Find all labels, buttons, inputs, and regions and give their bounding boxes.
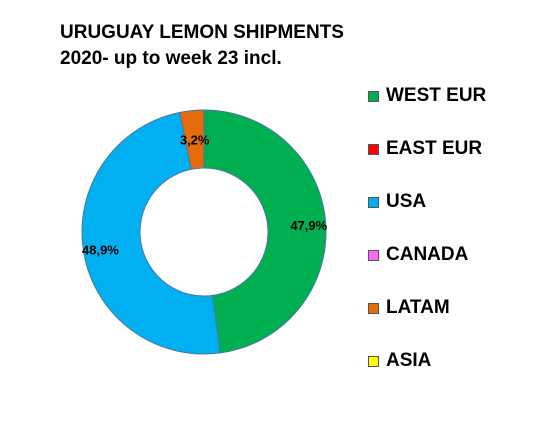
legend-label-usa: USA <box>386 191 427 212</box>
chart-title-line-2: 2020- up to week 23 incl. <box>60 48 282 69</box>
legend-item-east-eur: EAST EUR <box>368 137 482 161</box>
legend-item-asia: ASIA <box>368 349 431 373</box>
donut-slice-usa <box>81 111 221 355</box>
data-label-west-eur: 47,9% <box>290 218 327 233</box>
chart-title-line-1: URUGUAY LEMON SHIPMENTS <box>60 22 344 43</box>
legend-swatch-west-eur <box>368 90 379 102</box>
legend-item-latam: LATAM <box>368 296 450 320</box>
donut-slice-west-eur <box>203 109 327 354</box>
legend-swatch-usa <box>368 196 379 208</box>
data-label-latam: 3,2% <box>180 132 210 147</box>
legend-item-usa: USA <box>368 190 426 214</box>
legend-swatch-canada <box>368 249 379 261</box>
legend-swatch-asia <box>368 355 379 367</box>
legend-label-asia: ASIA <box>386 350 432 371</box>
donut-slice-latam <box>179 109 205 170</box>
legend-label-west-eur: WEST EUR <box>386 85 487 106</box>
chart-title: URUGUAY LEMON SHIPMENTS 2020- up to week… <box>60 20 380 72</box>
legend-label-east-eur: EAST EUR <box>386 138 483 159</box>
legend-swatch-east-eur <box>368 143 379 155</box>
legend-label-canada: CANADA <box>386 244 469 265</box>
legend-swatch-latam <box>368 302 379 314</box>
legend-item-canada: CANADA <box>368 243 468 267</box>
legend-label-latam: LATAM <box>386 297 450 318</box>
legend-item-west-eur: WEST EUR <box>368 84 486 108</box>
data-label-usa: 48,9% <box>82 242 119 257</box>
